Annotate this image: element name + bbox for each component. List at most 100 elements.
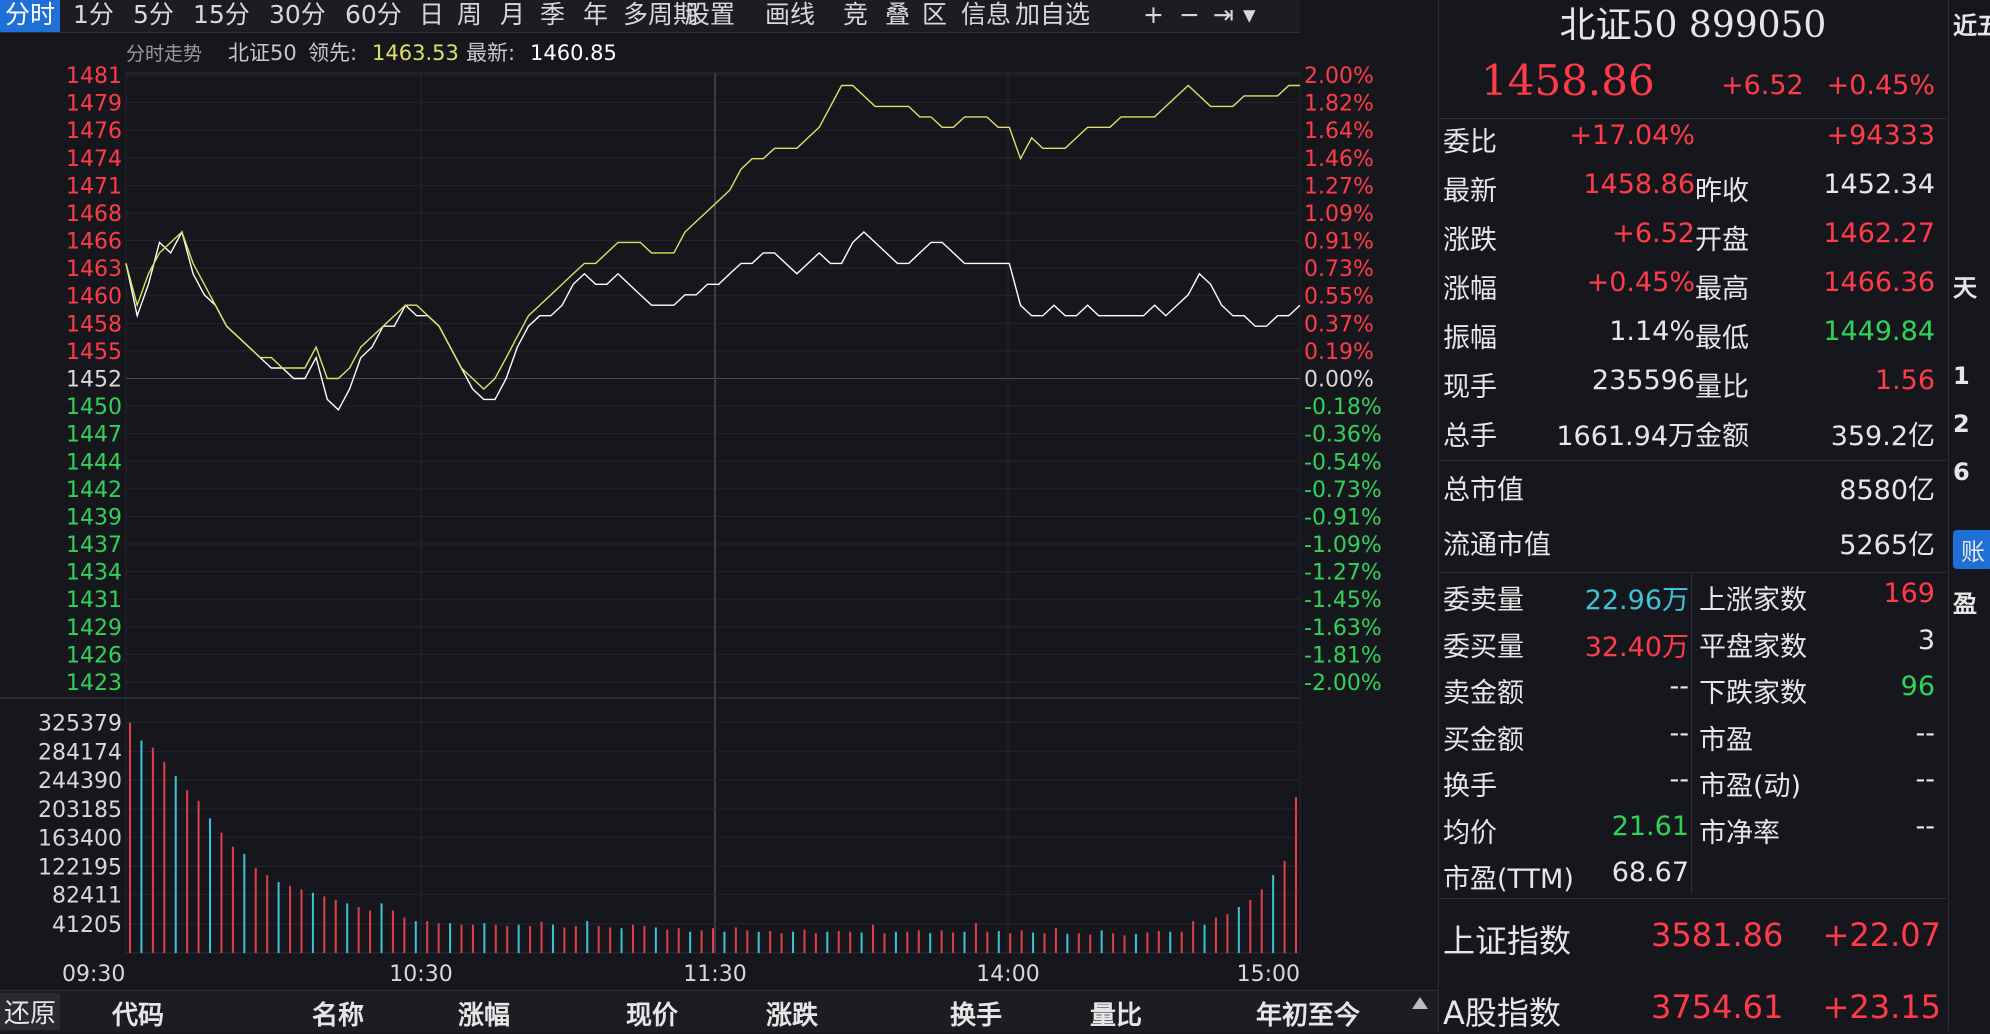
scroll-up-icon[interactable] xyxy=(1412,997,1428,1009)
price-tick: 1431 xyxy=(66,588,122,613)
quote-title: 北证50 899050 xyxy=(1559,5,1827,46)
period-tab-20[interactable]: − xyxy=(1179,0,1200,29)
quote-value: 1449.84 xyxy=(1823,316,1935,347)
restore-button[interactable]: 还原 xyxy=(0,993,61,1030)
period-tab-8[interactable]: 月 xyxy=(500,0,526,29)
period-tab-21[interactable]: ⇥ xyxy=(1213,0,1234,29)
volume-tick: 244390 xyxy=(38,769,122,794)
pct-tick: -0.18% xyxy=(1304,395,1382,420)
period-tab-11[interactable]: 多周期 xyxy=(623,0,699,29)
period-tab-9[interactable]: 季 xyxy=(540,0,566,29)
quote-value: +17.04% xyxy=(1569,120,1695,151)
chart-svg[interactable]: 分时走势 北证50 领先: 1463.53 最新: 1460.85 1481 2.00% 147… xyxy=(0,33,1432,988)
period-tab-7[interactable]: 周 xyxy=(457,0,483,29)
column-header-3[interactable]: 现价 xyxy=(626,1001,679,1031)
quote-label: 量比 xyxy=(1695,372,1749,403)
column-header-4[interactable]: 涨跌 xyxy=(766,1001,819,1031)
period-tab-6[interactable]: 日 xyxy=(419,0,445,29)
quote-price: 1458.86 xyxy=(1481,56,1655,105)
period-tab-18[interactable]: 加自选 xyxy=(1015,0,1091,29)
quote-label: 振幅 xyxy=(1443,323,1497,354)
stock-list-header: 还原 代码 名称 涨幅 现价 涨跌 换手 量比 年初至今 xyxy=(0,990,1438,1032)
quote-cap-label: 流通市值 xyxy=(1443,530,1551,561)
period-tab-4[interactable]: 30分 xyxy=(269,0,326,29)
period-tab-2[interactable]: 5分 xyxy=(133,0,174,29)
quote-label: 委比 xyxy=(1443,127,1497,158)
price-tick: 1463 xyxy=(66,257,122,282)
volume-tick: 122195 xyxy=(38,855,122,880)
column-header-7[interactable]: 年初至今 xyxy=(1256,1001,1361,1031)
series-line-1 xyxy=(125,84,1300,390)
price-tick: 1476 xyxy=(66,119,122,144)
header-latest_value: 1460.85 xyxy=(530,41,617,65)
quote-value: +6.52 xyxy=(1612,218,1695,249)
period-tab-1[interactable]: 1分 xyxy=(73,0,114,29)
column-header-5[interactable]: 换手 xyxy=(950,1001,1003,1031)
quote-label: 委买量 xyxy=(1443,631,1524,663)
index-name: A股指数 xyxy=(1443,994,1561,1032)
price-tick: 1466 xyxy=(66,230,122,255)
period-tab-17[interactable]: 信息 xyxy=(961,0,1012,29)
quote-label: 最高 xyxy=(1695,274,1749,305)
period-tab-16[interactable]: 区 xyxy=(922,0,948,29)
quote-label: 换手 xyxy=(1443,771,1497,802)
pct-tick: -1.63% xyxy=(1304,616,1382,641)
quote-change: +6.52 xyxy=(1721,70,1804,101)
index-change: +23.15 xyxy=(1822,988,1941,1026)
price-tick: 1442 xyxy=(66,478,122,503)
quote-value: 1466.36 xyxy=(1823,267,1935,298)
period-tab-12[interactable]: 设置 xyxy=(685,0,736,29)
quote-label: 最新 xyxy=(1443,176,1497,207)
period-tab-22[interactable]: ▾ xyxy=(1243,0,1256,29)
pct-tick: -0.54% xyxy=(1304,450,1382,475)
quote-panel: 北证50 899050 1458.86 +6.52 +0.45% 委比 +17.0… xyxy=(1438,0,1947,1032)
time-tick: 11:30 xyxy=(683,962,746,987)
period-tab-3[interactable]: 15分 xyxy=(193,0,250,29)
pct-tick: 1.46% xyxy=(1304,147,1374,172)
intraday-chart[interactable]: 分时走势 北证50 领先: 1463.53 最新: 1460.85 1481 2.00% 147… xyxy=(0,33,1432,988)
price-tick: 1474 xyxy=(66,147,122,172)
quote-cap-label: 总市值 xyxy=(1443,475,1524,506)
period-tab-13[interactable]: 画线 xyxy=(765,0,816,29)
index-price: 3754.61 xyxy=(1651,988,1784,1026)
quote-value: 1452.34 xyxy=(1823,169,1935,200)
pct-tick: 1.64% xyxy=(1304,119,1374,144)
pct-tick: 0.55% xyxy=(1304,285,1374,310)
side-panel: 近五天 1 2 6 账盈 xyxy=(1948,0,1990,1031)
price-tick: 1450 xyxy=(66,395,122,420)
price-tick: 1429 xyxy=(66,616,122,641)
volume-tick: 163400 xyxy=(38,826,122,851)
quote-label: 市盈 xyxy=(1699,724,1753,756)
column-header-0[interactable]: 代码 xyxy=(112,1001,165,1031)
period-tab-14[interactable]: 竞 xyxy=(843,0,869,29)
quote-label: 总手 xyxy=(1443,421,1497,452)
period-tab-5[interactable]: 60分 xyxy=(345,0,402,29)
quote-label: 金额 xyxy=(1695,421,1749,452)
price-tick: 1468 xyxy=(66,202,122,227)
pct-tick: 0.91% xyxy=(1304,230,1374,255)
quote-label: 昨收 xyxy=(1695,176,1749,207)
column-header-6[interactable]: 量比 xyxy=(1090,1001,1143,1031)
volume-tick: 203185 xyxy=(38,798,122,823)
period-tab-15[interactable]: 叠 xyxy=(885,0,911,29)
pct-tick: 1.82% xyxy=(1304,92,1374,117)
price-tick: 1452 xyxy=(66,368,122,393)
period-tab-0[interactable]: 分时 xyxy=(0,0,61,32)
period-tab-19[interactable]: + xyxy=(1143,0,1164,29)
quote-value: +0.45% xyxy=(1586,267,1695,298)
pct-tick: -0.36% xyxy=(1304,423,1382,448)
header-title: 分时走势 xyxy=(126,43,202,65)
quote-value: -- xyxy=(1915,810,1936,842)
series-line-0 xyxy=(125,230,1301,412)
quote-value: -- xyxy=(1915,717,1936,749)
quote-label: 市盈(动) xyxy=(1699,771,1802,802)
period-tab-10[interactable]: 年 xyxy=(583,0,609,29)
quote-value: -- xyxy=(1915,764,1936,795)
quote-value: 235596 xyxy=(1591,365,1695,396)
price-tick: 1426 xyxy=(66,643,122,668)
column-header-1[interactable]: 名称 xyxy=(312,1001,365,1031)
side-item-5[interactable]: 账 xyxy=(1953,530,1990,569)
quote-value: -- xyxy=(1669,717,1690,749)
header-latest_label: 最新: xyxy=(466,41,515,65)
column-header-2[interactable]: 涨幅 xyxy=(458,1001,511,1031)
